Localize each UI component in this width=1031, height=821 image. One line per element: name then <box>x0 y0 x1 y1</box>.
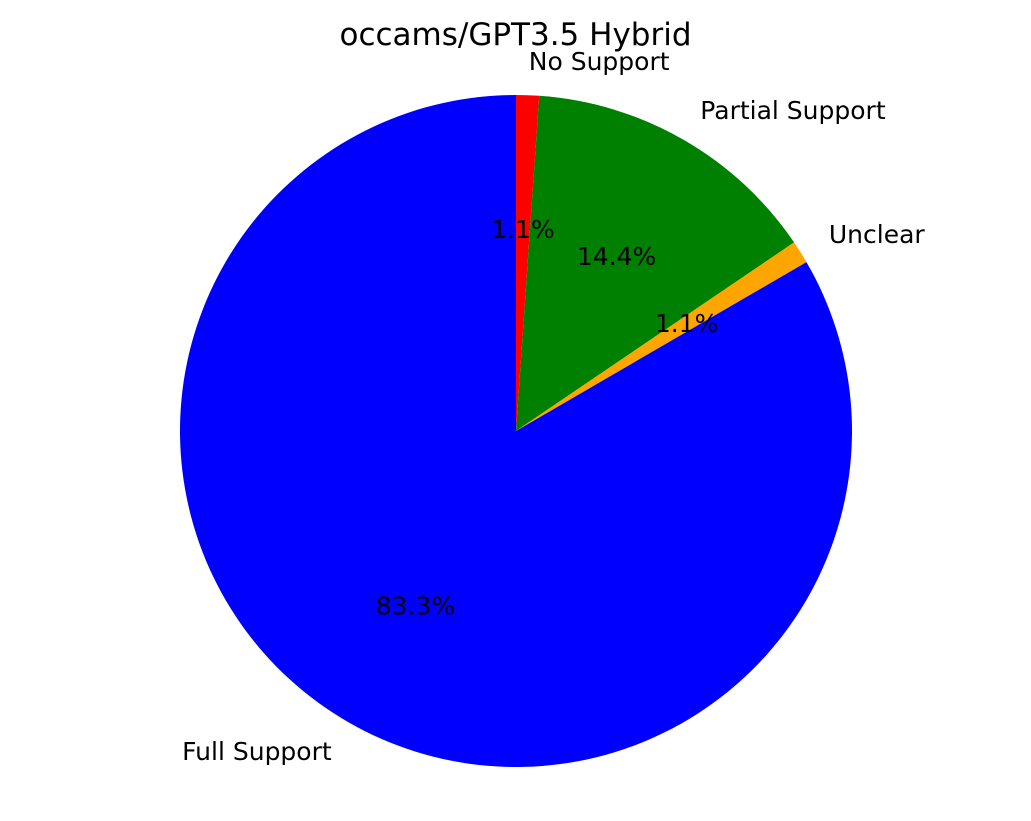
chart-title: occams/GPT3.5 Hybrid <box>339 17 691 53</box>
slice-label-no-support: No Support <box>529 47 670 76</box>
slice-label-unclear: Unclear <box>829 220 926 249</box>
slice-label-full-support: Full Support <box>182 737 332 766</box>
pct-label-partial-support: 14.4% <box>577 242 656 271</box>
pie-slice-no-support <box>516 94 540 431</box>
pie-percent-labels: 1.1% 14.4% 1.1% 83.3% <box>376 215 719 620</box>
pct-label-full-support: 83.3% <box>376 591 455 620</box>
pie-slice-full-support <box>179 95 852 767</box>
pie-labels: No Support Partial Support Unclear Full Sup… <box>182 47 925 766</box>
pie-slices <box>179 94 852 767</box>
pie-slice-partial-support <box>516 95 795 432</box>
pie-slice-unclear <box>516 242 807 431</box>
pct-label-unclear: 1.1% <box>655 309 719 338</box>
pct-label-no-support: 1.1% <box>491 215 555 244</box>
slice-label-partial-support: Partial Support <box>700 96 886 125</box>
